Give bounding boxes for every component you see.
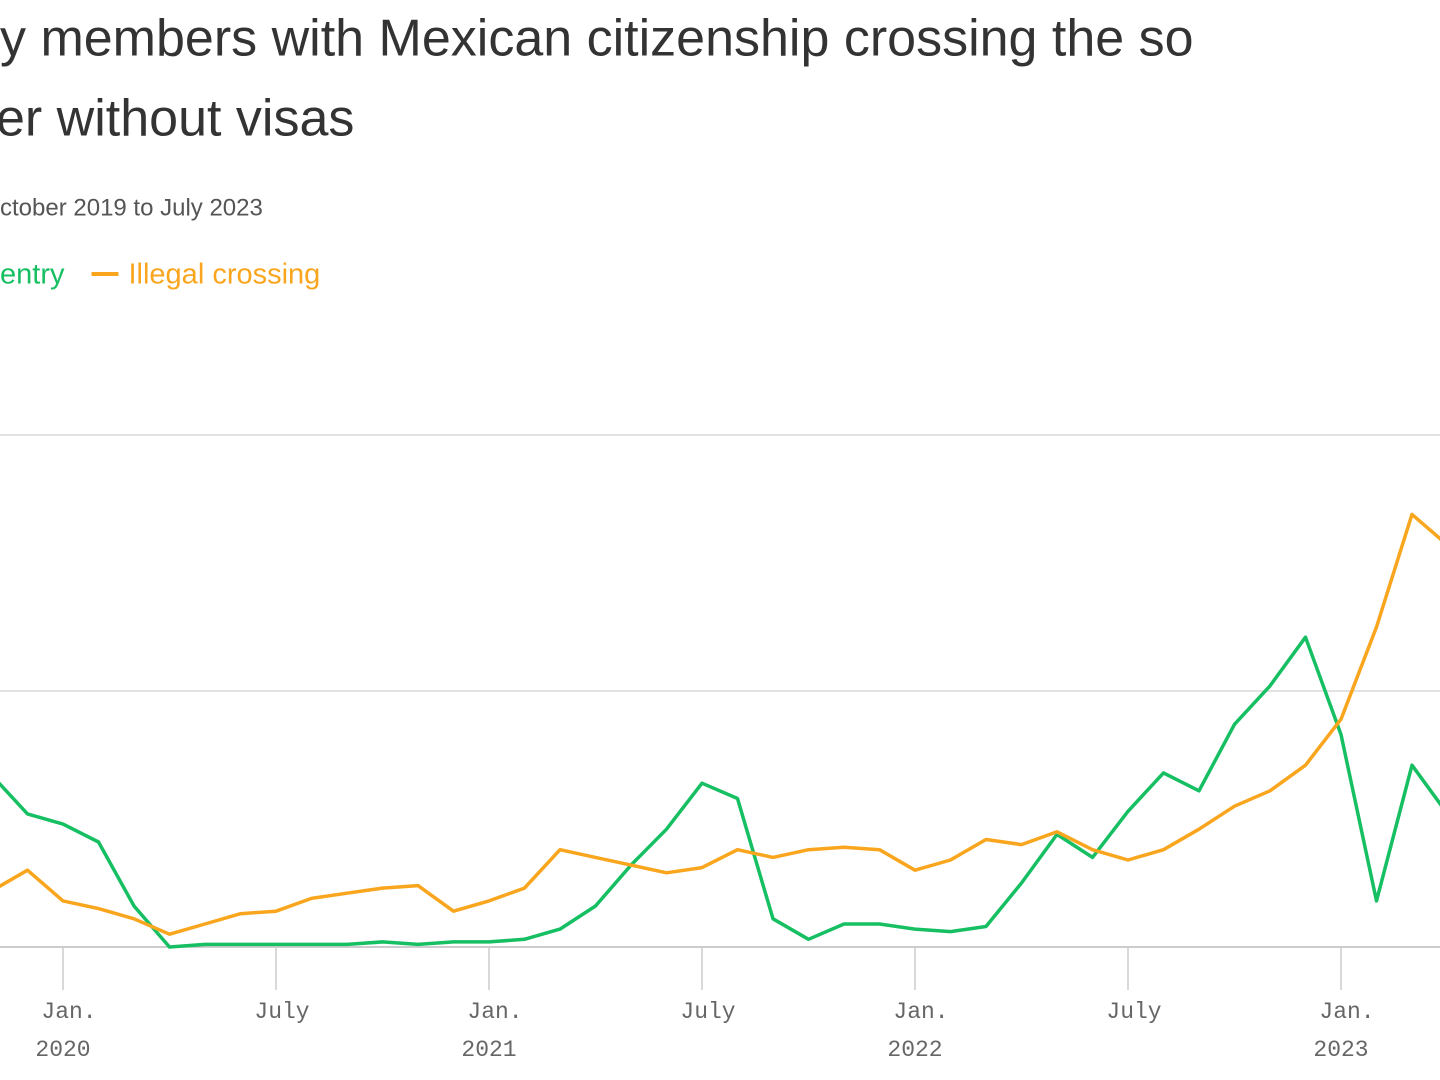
chart-title: er without visas bbox=[0, 90, 354, 148]
x-tick-label: Jan. bbox=[1319, 999, 1374, 1025]
x-tick-year: 2020 bbox=[35, 1037, 90, 1063]
grid bbox=[0, 434, 1440, 948]
chart-title: y members with Mexican citizenship cross… bbox=[0, 10, 1194, 68]
x-tick-label: Jan. bbox=[41, 999, 96, 1025]
x-tick-label: Jan. bbox=[467, 999, 522, 1025]
series-line bbox=[0, 512, 1440, 936]
x-tick-label: July bbox=[254, 999, 309, 1025]
x-tick-label: July bbox=[1106, 999, 1161, 1025]
x-tick-year: 2021 bbox=[461, 1037, 516, 1063]
x-tick-label: Jan. bbox=[893, 999, 948, 1025]
series-line bbox=[0, 635, 1440, 949]
legend: entry Illegal crossing bbox=[0, 259, 320, 291]
x-tick-year: 2022 bbox=[887, 1037, 942, 1063]
lines bbox=[0, 512, 1440, 949]
legend-label: Illegal crossing bbox=[128, 259, 320, 291]
legend-label: entry bbox=[0, 259, 65, 291]
chart-subtitle: ctober 2019 to July 2023 bbox=[0, 194, 263, 221]
x-tick-year: 2023 bbox=[1313, 1037, 1368, 1063]
x-tick-label: July bbox=[680, 999, 735, 1025]
x-axis: Jan. 2020 July Jan. 2021 July Jan. 2022 July Jan.… bbox=[35, 947, 1375, 1063]
